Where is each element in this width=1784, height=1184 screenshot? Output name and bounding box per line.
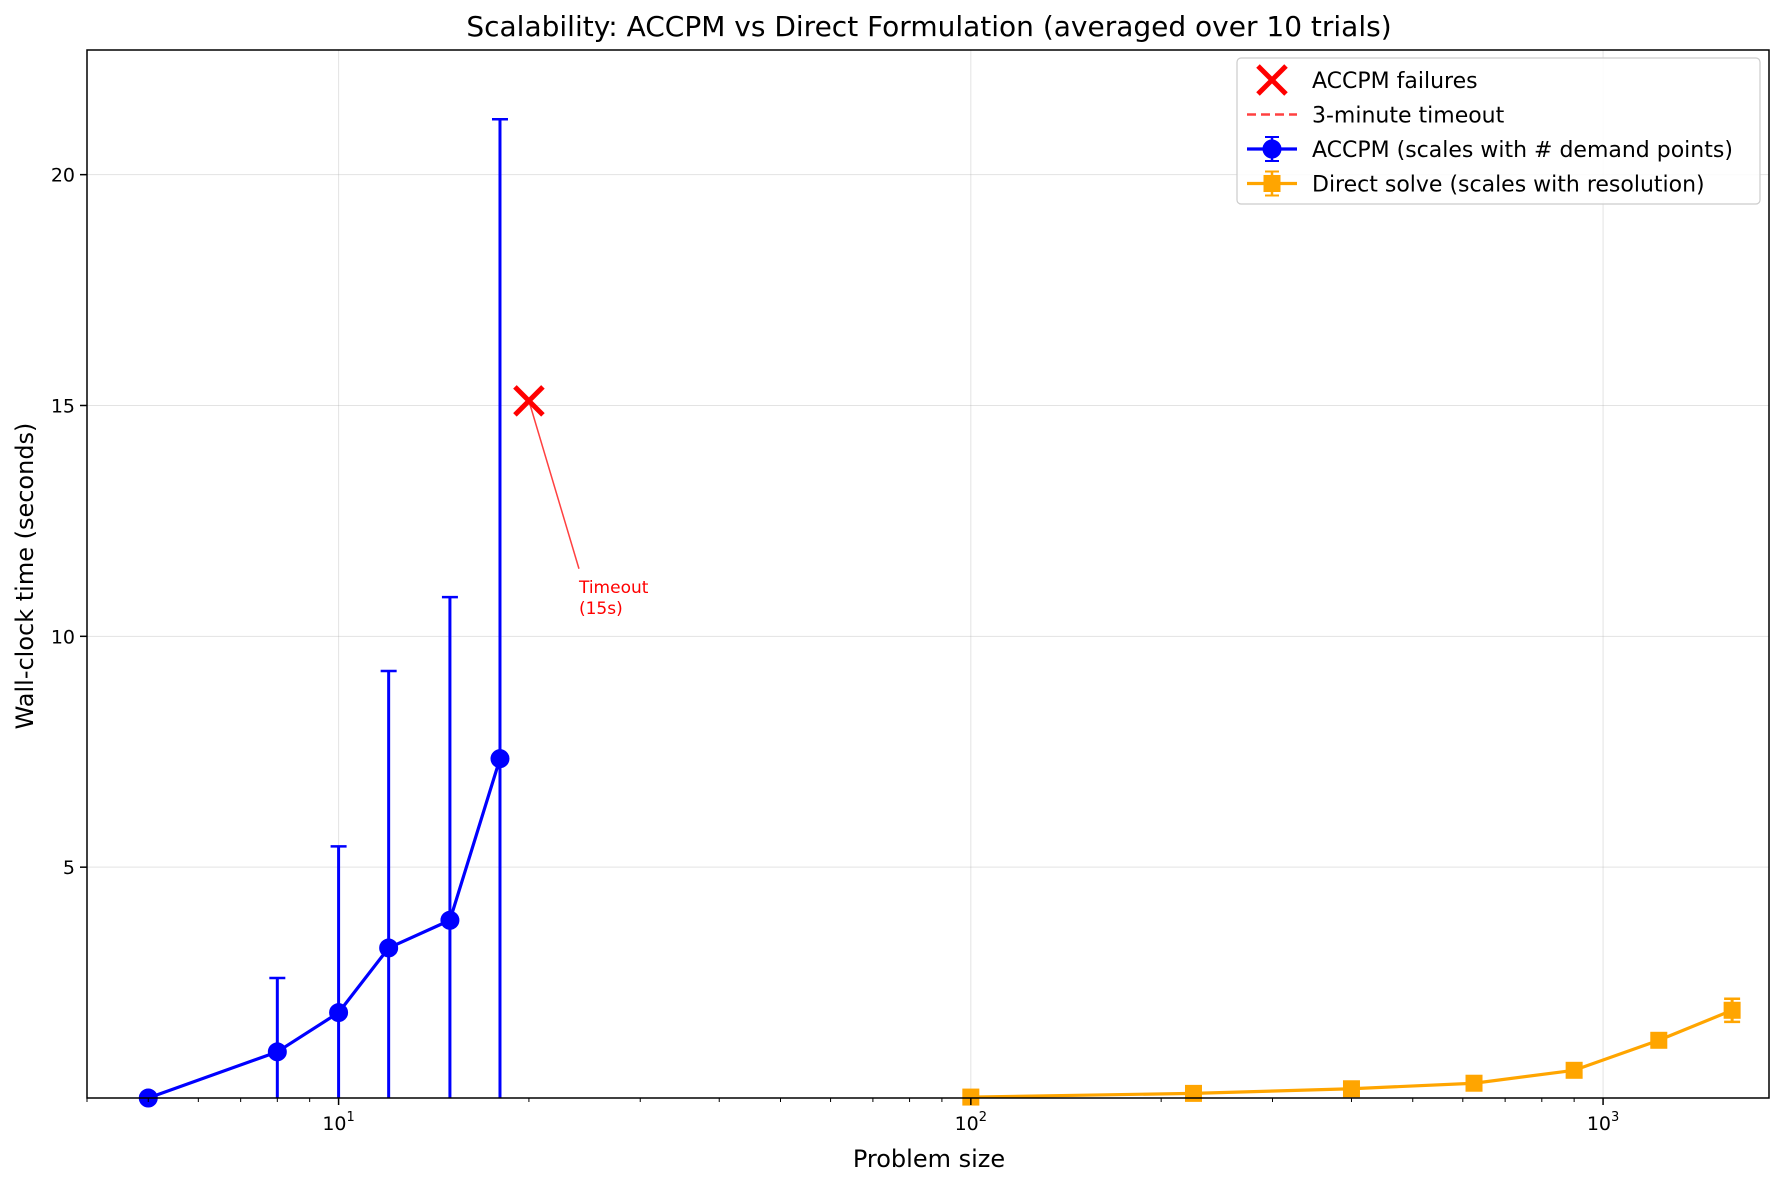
y-tick-label: 20 bbox=[51, 165, 75, 187]
x-axis-label: Problem size bbox=[853, 1145, 1005, 1173]
legend-item-accpm-failures: ACCPM failures bbox=[1256, 64, 1478, 96]
annotation-text: Timeout bbox=[578, 578, 649, 598]
data-point bbox=[440, 910, 460, 930]
data-point bbox=[1465, 1074, 1483, 1092]
legend: ACCPM failures 3-minute timeout ACCPM (sca… bbox=[1236, 57, 1761, 205]
data-point bbox=[1184, 1084, 1202, 1102]
failure-marker-stroke bbox=[1256, 64, 1288, 96]
legend-marker bbox=[1263, 175, 1281, 192]
legend-box bbox=[1236, 57, 1761, 205]
data-point bbox=[962, 1088, 980, 1106]
annotation-arrow bbox=[528, 400, 580, 569]
legend-marker bbox=[1262, 139, 1282, 159]
legend-label: ACCPM failures bbox=[1312, 69, 1478, 94]
y-tick-label: 5 bbox=[63, 857, 75, 879]
data-point bbox=[1723, 1001, 1741, 1019]
legend-label: 3-minute timeout bbox=[1312, 104, 1505, 129]
legend-label: Direct solve (scales with resolution) bbox=[1312, 173, 1705, 198]
x-tick-label: 102 bbox=[955, 1110, 987, 1135]
axes: 101 102 103 5 10 15 20 bbox=[51, 165, 1619, 1135]
legend-item-accpm: ACCPM (scales with # demand points) bbox=[1247, 136, 1733, 163]
data-point bbox=[1650, 1031, 1668, 1049]
data-point bbox=[267, 1042, 287, 1062]
legend-label: ACCPM (scales with # demand points) bbox=[1312, 138, 1733, 163]
y-tick-label: 15 bbox=[51, 395, 75, 417]
annotation-text: (15s) bbox=[579, 599, 623, 619]
x-tick-label: 101 bbox=[322, 1110, 354, 1135]
chart-title: Scalability: ACCPM vs Direct Formulation… bbox=[466, 10, 1391, 43]
data-point bbox=[329, 1003, 349, 1023]
data-point bbox=[1342, 1080, 1360, 1098]
data-point bbox=[1565, 1061, 1583, 1079]
legend-item-timeout: 3-minute timeout bbox=[1247, 104, 1505, 129]
data-point bbox=[379, 938, 399, 958]
series-line bbox=[147, 758, 502, 1100]
data-point bbox=[490, 749, 510, 769]
series-direct-solve bbox=[962, 997, 1741, 1106]
legend-failure-icon bbox=[1256, 64, 1288, 96]
legend-item-direct-solve: Direct solve (scales with resolution) bbox=[1247, 170, 1705, 198]
axes-frame bbox=[86, 49, 1770, 1099]
x-tick-label: 103 bbox=[1587, 1110, 1619, 1135]
y-tick-label: 10 bbox=[51, 626, 75, 648]
y-axis-label: Wall-clock time (seconds) bbox=[11, 423, 39, 730]
